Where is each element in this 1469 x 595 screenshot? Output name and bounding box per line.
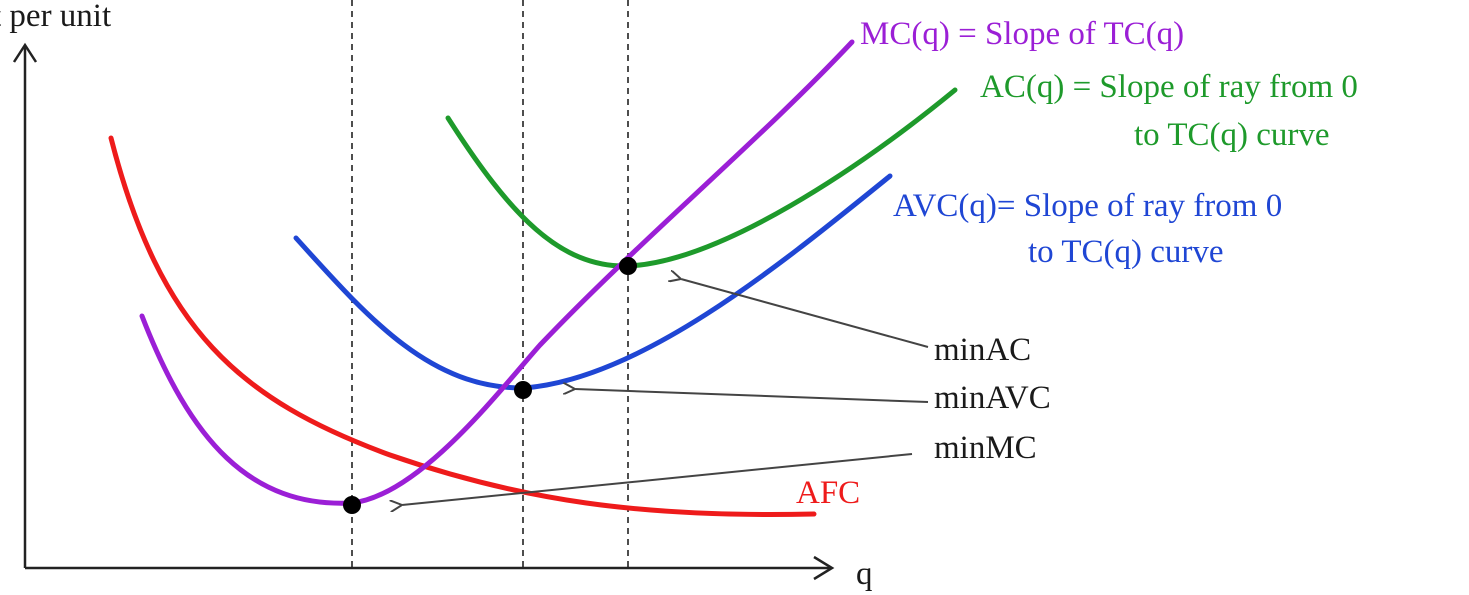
axes: t per unit q: [0, 0, 873, 592]
y-axis-label: t per unit: [0, 0, 111, 34]
afc-curve: [108, 135, 817, 518]
min-ac-arrow: [681, 279, 929, 348]
x-axis-arrowhead: [813, 555, 835, 581]
ac-label-line1: AC(q) = Slope of ray from 0: [980, 69, 1358, 105]
annotation-arrows: [402, 279, 929, 505]
min-mc-arrow: [402, 453, 913, 505]
minimum-points: [343, 257, 637, 514]
min-avc-label: minAVC: [934, 380, 1051, 416]
mc-label: MC(q) = Slope of TC(q): [860, 16, 1184, 52]
avc-curve: [293, 173, 893, 391]
x-axis-label: q: [856, 556, 873, 592]
y-axis-arrowhead: [12, 42, 38, 63]
min-avc-point: [514, 381, 532, 399]
avc-label-line1: AVC(q)= Slope of ray from 0: [893, 188, 1282, 224]
avc-label-line2: to TC(q) curve: [1028, 234, 1224, 270]
min-avc-arrow: [575, 389, 929, 403]
min-ac-point: [619, 257, 637, 275]
guide-lines: [351, 0, 629, 568]
ac-curve: [445, 87, 958, 269]
mc-curve: [139, 39, 855, 506]
min-ac-label: minAC: [934, 332, 1031, 368]
ac-label-line2: to TC(q) curve: [1134, 117, 1330, 153]
afc-label: AFC: [796, 475, 860, 511]
min-mc-label: minMC: [934, 430, 1037, 466]
min-mc-point: [343, 496, 361, 514]
